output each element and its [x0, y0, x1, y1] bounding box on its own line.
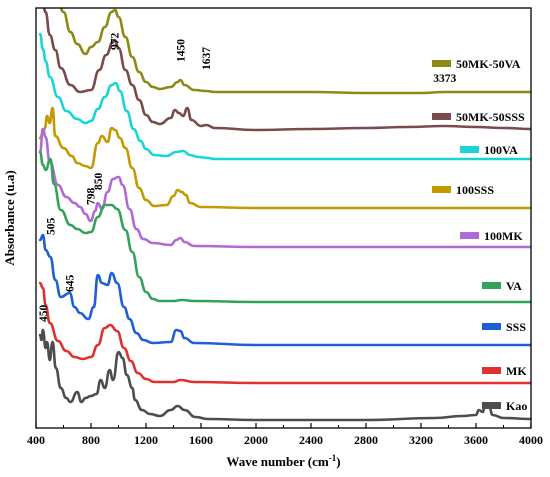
peak-label: 798 — [86, 188, 98, 206]
legend-label: 100VA — [484, 143, 518, 157]
peak-label: 1450 — [175, 39, 187, 62]
legend-swatch — [482, 323, 501, 330]
legend-swatch — [432, 113, 451, 120]
x-tick-label: 4000 — [519, 433, 543, 447]
legend-swatch — [460, 146, 479, 153]
peak-label: 505 — [45, 218, 57, 236]
x-tick-label: 1600 — [189, 433, 213, 447]
series-line-sss — [38, 233, 531, 347]
x-tick-label: 1200 — [134, 433, 158, 447]
legend-swatch — [460, 232, 479, 239]
x-ticks: 400 800 1200 1600 2000 2400 2800 3200 3600 4000 — [27, 423, 543, 447]
legend-label: 100MK — [484, 229, 523, 243]
x-tick-label: 2000 — [244, 433, 268, 447]
series-layer — [38, 8, 531, 422]
legend-swatch — [482, 367, 501, 374]
legend-swatch — [482, 282, 501, 289]
x-tick-label: 3600 — [464, 433, 488, 447]
legend-label: 100SSS — [456, 183, 494, 197]
series-line-100sss — [38, 106, 531, 210]
legend-label: 50MK-50SSS — [456, 110, 525, 124]
x-tick-label: 800 — [82, 433, 100, 447]
legend-label: Kao — [506, 399, 527, 413]
y-axis-title: Absorbance (u.a) — [2, 170, 17, 265]
series-line-100va — [38, 32, 531, 161]
series-line-va — [38, 150, 531, 304]
legend-swatch — [432, 186, 451, 193]
series-line-50mk-50va — [59, 8, 531, 95]
peak-label: 645 — [65, 275, 77, 293]
x-axis-title: Wave number (cm-1) — [226, 453, 340, 469]
peak-label: 450 — [38, 305, 50, 323]
legend-swatch — [432, 60, 451, 67]
x-tick-label: 3200 — [409, 433, 433, 447]
series-line-kao — [38, 328, 531, 422]
legend-label: VA — [506, 279, 522, 293]
legend: 50MK-50VA 50MK-50SSS 100VA 100SSS 100MK VA SSS… — [432, 57, 527, 413]
legend-label: 50MK-50VA — [456, 57, 521, 71]
legend-label: SSS — [506, 320, 526, 334]
peak-label: 3373 — [433, 73, 456, 85]
legend-swatch — [482, 402, 501, 409]
peak-label: 1637 — [201, 47, 213, 70]
plot-frame — [35, 7, 532, 429]
series-line-50mk-50sss — [42, 8, 531, 132]
x-tick-label: 2400 — [299, 433, 323, 447]
x-tick-label: 2800 — [354, 433, 378, 447]
peak-label: 850 — [93, 173, 105, 191]
series-line-mk — [38, 281, 531, 385]
legend-label: MK — [506, 364, 527, 378]
peak-label: 972 — [110, 33, 122, 51]
series-line-100mk — [38, 127, 531, 249]
x-tick-label: 400 — [27, 433, 45, 447]
